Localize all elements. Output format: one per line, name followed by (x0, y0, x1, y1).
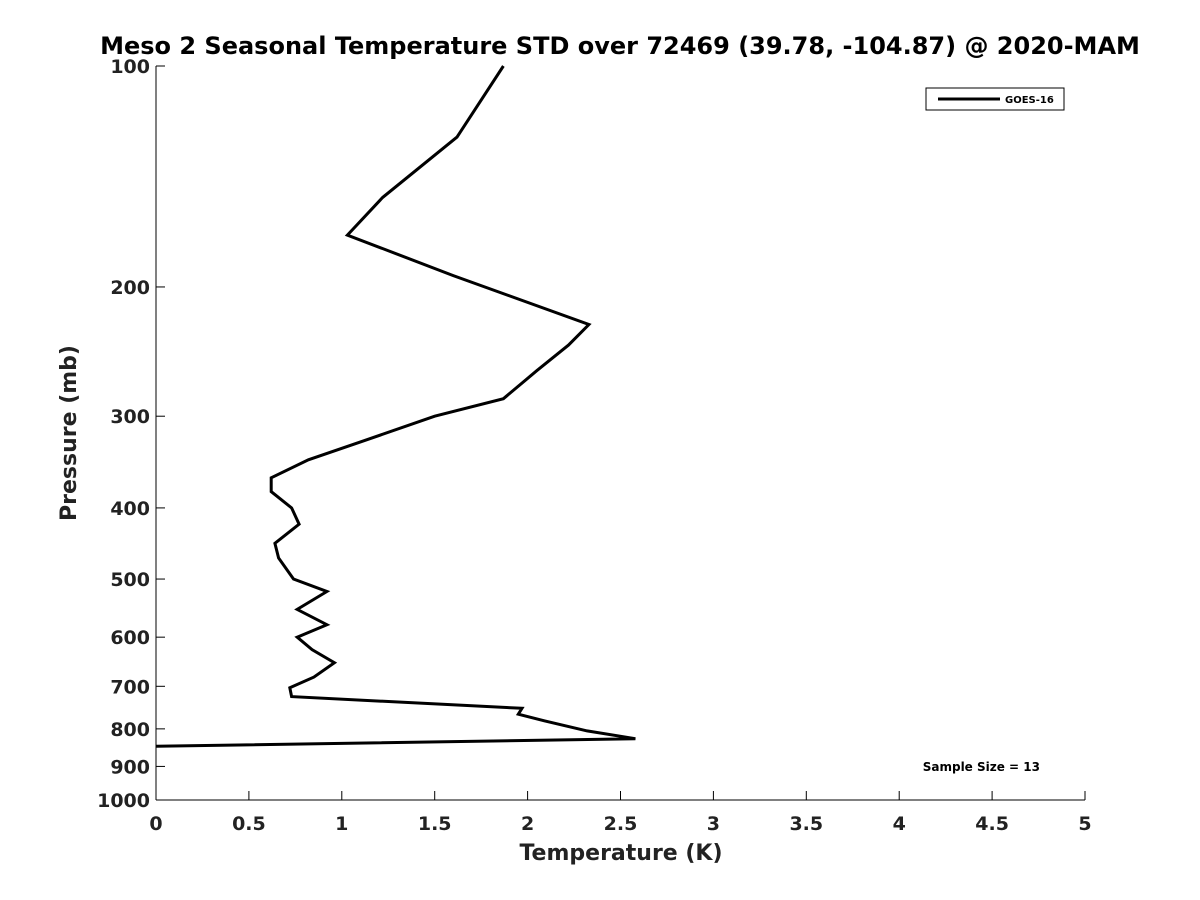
y-tick-label: 100 (110, 56, 150, 78)
y-axis-label: Pressure (mb) (57, 345, 82, 521)
x-tick-label: 5 (1078, 813, 1091, 835)
y-tick-label: 600 (110, 627, 150, 649)
x-tick-label: 3.5 (789, 813, 823, 835)
y-tick-label: 500 (110, 569, 150, 591)
x-tick-label: 0 (149, 813, 162, 835)
y-tick-label: 400 (110, 498, 150, 520)
y-tick-label: 900 (110, 756, 150, 778)
x-tick-label: 3 (707, 813, 720, 835)
legend: GOES-16 (925, 87, 1065, 111)
y-ticks: 100 200 300 400 500 600 700 800 900 1000 (97, 56, 165, 812)
y-tick-label: 700 (110, 676, 150, 698)
series-group (155, 65, 636, 748)
x-tick-label: 1.5 (418, 813, 452, 835)
legend-label-goes-16: GOES-16 (1005, 95, 1054, 106)
x-tick-label: 4 (893, 813, 906, 835)
chart-title: Meso 2 Seasonal Temperature STD over 724… (100, 32, 1140, 60)
series-line-goes-16 (155, 65, 636, 748)
y-tick-label: 200 (110, 277, 150, 299)
x-axis-label: Temperature (K) (519, 841, 722, 866)
x-ticks: 0 0.5 1 1.5 2 2.5 3 3.5 4 4.5 5 (149, 791, 1092, 835)
y-tick-label: 300 (110, 406, 150, 428)
sample-size-annotation: Sample Size = 13 (923, 760, 1040, 774)
x-tick-label: 0.5 (232, 813, 266, 835)
x-tick-label: 2 (521, 813, 534, 835)
y-tick-label: 1000 (97, 790, 150, 812)
x-tick-label: 2.5 (604, 813, 638, 835)
x-tick-label: 4.5 (975, 813, 1009, 835)
y-tick-label: 800 (110, 719, 150, 741)
x-tick-label: 1 (335, 813, 348, 835)
